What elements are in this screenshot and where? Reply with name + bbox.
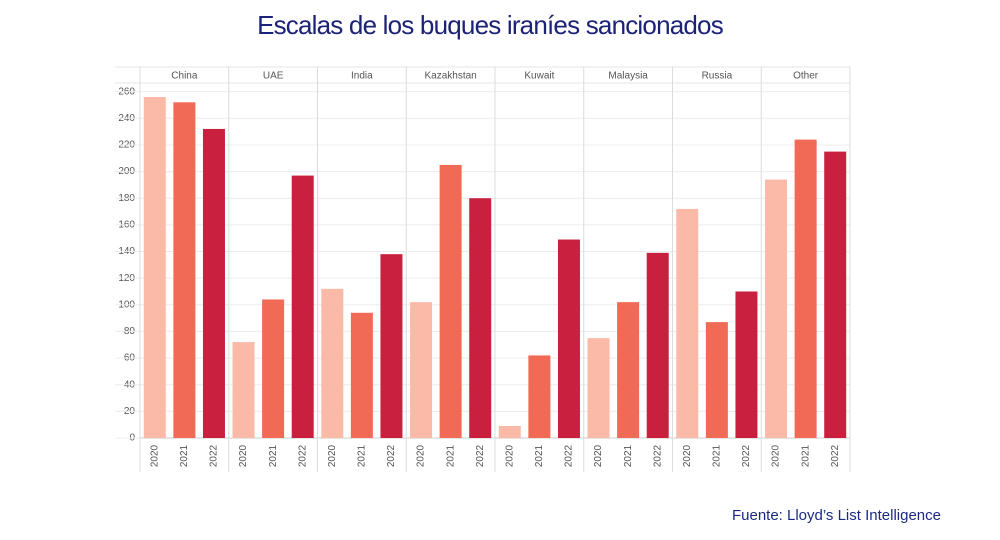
bar: [617, 302, 640, 438]
facet-label: Kazakhstan: [424, 71, 476, 82]
x-tick-label: 2020: [416, 444, 427, 467]
x-tick-label: 2021: [712, 444, 723, 467]
facet-label: China: [171, 71, 198, 82]
x-tick-label: 2021: [268, 444, 279, 467]
bar: [469, 198, 492, 438]
bar: [410, 302, 433, 438]
facet-label: Malaysia: [608, 71, 648, 82]
bar: [262, 299, 285, 438]
x-tick-label: 2020: [149, 444, 160, 467]
x-tick-label: 2020: [682, 444, 693, 467]
bar: [528, 355, 551, 438]
facet-label: India: [351, 71, 373, 82]
x-tick-label: 2020: [327, 444, 338, 467]
x-tick-label: 2020: [504, 444, 515, 467]
bar: [498, 426, 521, 438]
x-tick-label: 2021: [534, 444, 545, 467]
bar: [705, 322, 728, 438]
x-tick-label: 2022: [741, 444, 752, 467]
x-tick-label: 2020: [238, 444, 249, 467]
bar: [735, 291, 758, 438]
x-tick-label: 2022: [386, 444, 397, 467]
bar: [143, 96, 166, 438]
facet-label: Kuwait: [524, 71, 554, 82]
x-tick-label: 2022: [564, 444, 575, 467]
x-tick-label: 2020: [593, 444, 604, 467]
bar: [765, 179, 788, 438]
source: Fuente: Lloyd’s List Intelligence: [732, 507, 941, 524]
bar: [676, 208, 699, 438]
facet-label: UAE: [263, 71, 284, 82]
x-tick-label: 2022: [209, 444, 220, 467]
bar: [232, 342, 255, 438]
x-tick-label: 2021: [357, 444, 368, 467]
x-tick-label: 2021: [445, 444, 456, 467]
x-tick-label: 2021: [179, 444, 190, 467]
bar: [173, 102, 196, 438]
bar: [824, 151, 847, 439]
x-tick-label: 2022: [475, 444, 486, 467]
bar: [439, 164, 462, 438]
facet-label: Russia: [702, 71, 733, 82]
bar: [794, 139, 817, 438]
bar: [350, 312, 373, 438]
bar: [321, 288, 344, 438]
bar: [380, 254, 403, 438]
x-tick-label: 2022: [297, 444, 308, 467]
x-tick-label: 2021: [623, 444, 634, 467]
facet-label: Other: [793, 71, 819, 82]
x-tick-label: 2020: [771, 444, 782, 467]
x-tick-label: 2021: [800, 444, 811, 467]
chart-title: Escalas de los buques iraníes sancionado…: [257, 10, 724, 40]
x-tick-label: 2022: [830, 444, 841, 467]
bar: [587, 338, 610, 438]
x-tick-label: 2022: [652, 444, 663, 467]
bar: [202, 128, 225, 438]
bar: [646, 252, 669, 438]
bar: [291, 175, 314, 439]
bar: [557, 239, 580, 438]
